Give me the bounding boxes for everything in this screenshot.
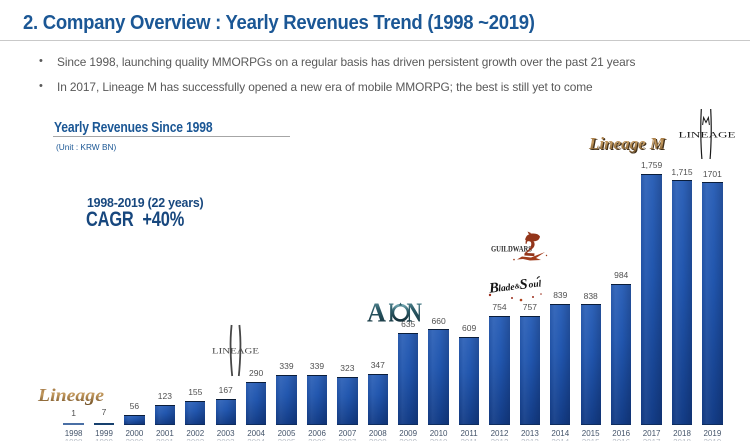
svg-text:S: S	[519, 276, 529, 293]
svg-text:N: N	[407, 297, 423, 327]
svg-text:B: B	[487, 279, 500, 296]
svg-text:Lineage M: Lineage M	[589, 135, 667, 154]
svg-text:GUILDWARS: GUILDWARS	[491, 245, 532, 254]
svg-text:oul: oul	[528, 279, 542, 290]
svg-text:Lineage M: Lineage M	[588, 134, 666, 153]
svg-text:LINEAGE: LINEAGE	[679, 131, 736, 140]
svg-text:lade: lade	[498, 282, 516, 294]
svg-text:2: 2	[523, 236, 536, 263]
svg-text:I: I	[389, 297, 395, 327]
svg-text:LINEAGE: LINEAGE	[212, 347, 259, 356]
svg-text:Lineage: Lineage	[37, 385, 104, 405]
svg-text:A: A	[367, 297, 386, 327]
svg-text:&: &	[514, 282, 521, 291]
